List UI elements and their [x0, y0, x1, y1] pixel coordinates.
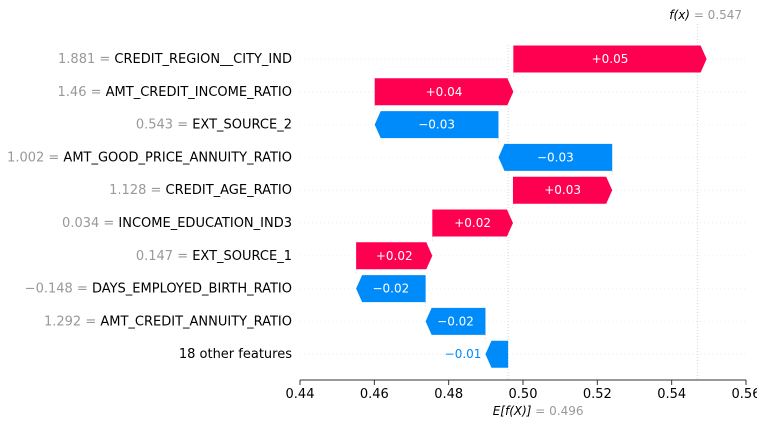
feature-name: EXT_SOURCE_1 [192, 248, 292, 263]
feature-label: 18 other features [179, 347, 292, 362]
feature-name: DAYS_EMPLOYED_BIRTH_RATIO [92, 281, 292, 296]
feature-label: 1.46 = AMT_CREDIT_INCOME_RATIO [58, 84, 292, 99]
feature-value: 1.292 = [44, 314, 100, 329]
feature-label: 0.034 = INCOME_EDUCATION_IND3 [62, 216, 292, 231]
x-tick-label: 0.48 [434, 387, 463, 402]
bar-value-label: +0.03 [544, 183, 581, 197]
x-axis: 0.44 0.46 0.48 0.50 0.52 0.54 0.56 E[f(X)] = 0.… [286, 379, 757, 418]
feature-label: −0.148 = DAYS_EMPLOYED_BIRTH_RATIO [25, 281, 292, 296]
contribution-bar [485, 340, 509, 368]
feature-value: 1.881 = [58, 52, 114, 67]
bar-value-label: −0.01 [445, 347, 482, 361]
feature-name: INCOME_EDUCATION_IND3 [118, 216, 292, 231]
contribution-bar [513, 45, 707, 73]
feature-label: 1.128 = CREDIT_AGE_RATIO [109, 183, 292, 198]
feature-value: 0.147 = [136, 248, 192, 263]
contribution-bar [374, 111, 499, 139]
feature-label: 1.002 = AMT_GOOD_PRICE_ANNUITY_RATIO [7, 150, 292, 165]
feature-labels: 1.881 = CREDIT_REGION__CITY_IND 1.46 = AM… [7, 52, 292, 362]
bar-value-label: +0.02 [454, 216, 491, 230]
feature-name: 18 other features [179, 347, 292, 362]
base-value-label: E[f(X)] = 0.496 [493, 404, 584, 418]
feature-name: EXT_SOURCE_2 [192, 117, 292, 132]
feature-value: 1.46 = [58, 84, 106, 99]
x-tick-label: 0.52 [583, 387, 612, 402]
contribution-bar [356, 242, 433, 270]
feature-label: 0.147 = EXT_SOURCE_1 [136, 248, 292, 263]
feature-value: 1.128 = [109, 183, 165, 198]
contribution-bar [356, 275, 426, 303]
base-label-value: = 0.496 [535, 404, 583, 418]
x-tick-label: 0.56 [732, 387, 757, 402]
bar-value-label: −0.03 [418, 118, 455, 132]
reference-lines: f(x) = 0.547 [355, 8, 742, 380]
contribution-bar [374, 78, 514, 106]
output-label-name: f(x) [669, 8, 694, 22]
bar-value-label: +0.02 [376, 249, 413, 263]
contribution-bar [432, 209, 513, 237]
row-gridlines [300, 58, 746, 355]
base-label-name: E[f(X)] [493, 404, 536, 418]
bar-value-label: +0.04 [426, 85, 463, 99]
feature-label: 1.292 = AMT_CREDIT_ANNUITY_RATIO [44, 314, 292, 329]
bar-value-label: −0.03 [537, 150, 574, 164]
bar-value-label: +0.05 [592, 52, 629, 66]
bar-value-label: −0.02 [437, 314, 474, 328]
feature-label: 0.543 = EXT_SOURCE_2 [136, 117, 292, 132]
contribution-bar [425, 307, 486, 335]
feature-value: 1.002 = [7, 150, 63, 165]
x-tick-label: 0.44 [286, 387, 315, 402]
feature-name: CREDIT_REGION__CITY_IND [114, 52, 292, 67]
x-tick-label: 0.50 [509, 387, 538, 402]
output-value-label: f(x) = 0.547 [669, 8, 742, 22]
feature-name: AMT_CREDIT_ANNUITY_RATIO [100, 314, 292, 329]
contribution-bars: +0.05 +0.04 −0.03 −0.03 +0.03 +0.02 +0.02 −0.02… [356, 45, 707, 368]
output-label-value: = 0.547 [694, 8, 742, 22]
feature-name: CREDIT_AGE_RATIO [166, 183, 292, 198]
feature-value: −0.148 = [25, 281, 92, 296]
feature-value: 0.034 = [62, 216, 118, 231]
feature-value: 0.543 = [136, 117, 192, 132]
bar-value-label: −0.02 [372, 282, 409, 296]
feature-name: AMT_GOOD_PRICE_ANNUITY_RATIO [63, 150, 292, 165]
feature-name: AMT_CREDIT_INCOME_RATIO [106, 84, 292, 99]
contribution-bar [498, 143, 613, 171]
feature-label: 1.881 = CREDIT_REGION__CITY_IND [58, 52, 292, 67]
x-tick-label: 0.54 [657, 387, 686, 402]
contribution-bar [512, 176, 613, 204]
x-tick-label: 0.46 [360, 387, 389, 402]
